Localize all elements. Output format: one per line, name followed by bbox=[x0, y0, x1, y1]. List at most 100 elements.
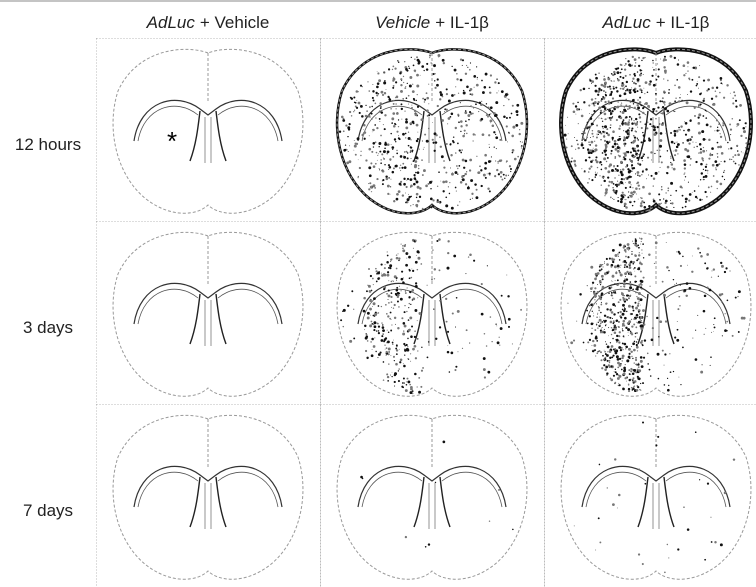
lesion-dot bbox=[733, 458, 735, 460]
lesion-dot bbox=[622, 355, 625, 358]
lesion-dot bbox=[391, 117, 394, 120]
lesion-dot bbox=[631, 319, 632, 320]
lesion-dot bbox=[630, 101, 632, 103]
lesion-dot bbox=[723, 97, 725, 99]
lesion-dot bbox=[608, 327, 609, 328]
lesion-dot bbox=[637, 154, 638, 155]
lesion-dot bbox=[617, 79, 619, 81]
lesion-dot bbox=[629, 353, 631, 355]
lesion-dot bbox=[702, 150, 705, 153]
lesion-dot bbox=[364, 131, 366, 133]
lesion-dot bbox=[605, 92, 606, 93]
lesion-dot bbox=[720, 262, 722, 264]
lesion-dot bbox=[623, 282, 626, 285]
lesion-dot bbox=[642, 344, 643, 345]
lesion-dot bbox=[591, 80, 594, 83]
lesion-dot bbox=[613, 199, 614, 200]
lesion-dot bbox=[367, 285, 368, 286]
lesion-dot bbox=[393, 77, 394, 78]
lesion-dot bbox=[688, 200, 690, 202]
lesion-dot bbox=[592, 130, 593, 131]
lesion-dot bbox=[644, 123, 646, 125]
lesion-dot bbox=[451, 207, 454, 210]
lesion-dot bbox=[628, 127, 630, 129]
lesion-dot bbox=[459, 201, 460, 202]
lesion-dot bbox=[394, 317, 396, 319]
lesion-dot bbox=[699, 93, 701, 95]
header-text: + IL-1β bbox=[435, 13, 489, 32]
lesion-dot bbox=[403, 178, 405, 180]
lesion-dot bbox=[643, 139, 646, 142]
lesion-dot bbox=[702, 100, 704, 102]
lesion-dot bbox=[660, 132, 663, 135]
lesion-dot bbox=[706, 253, 709, 256]
lesion-dot bbox=[723, 172, 724, 173]
lesion-dot bbox=[592, 136, 593, 137]
lesion-dot bbox=[390, 312, 392, 314]
lesion-dot bbox=[394, 304, 396, 306]
lesion-dot bbox=[676, 146, 679, 149]
lesion-dot bbox=[618, 128, 620, 130]
lesion-dot bbox=[381, 91, 384, 94]
lesion-dot bbox=[416, 255, 417, 256]
lesion-dot bbox=[592, 311, 593, 312]
lesion-dot bbox=[661, 161, 663, 163]
lesion-dot bbox=[590, 304, 593, 307]
lesion-dot bbox=[656, 317, 658, 319]
lesion-dot bbox=[598, 107, 601, 110]
lesion-dot bbox=[407, 358, 408, 359]
lesion-dot bbox=[404, 61, 405, 62]
lesion-dot bbox=[610, 378, 611, 379]
lesion-dot bbox=[601, 292, 604, 295]
lesion-dot bbox=[622, 121, 624, 123]
lesion-dot bbox=[637, 369, 639, 371]
lesion-dot bbox=[674, 284, 675, 285]
lesion-dot bbox=[381, 103, 383, 105]
lesion-dot bbox=[688, 77, 690, 79]
lesion-dot bbox=[635, 130, 637, 132]
lesion-dot bbox=[446, 88, 448, 90]
lesion-dot bbox=[409, 67, 411, 69]
lesion-dot bbox=[725, 267, 727, 269]
lesion-dot bbox=[743, 130, 746, 133]
lesion-dot bbox=[589, 113, 590, 114]
lesion-dot bbox=[506, 275, 507, 276]
lesion-dot bbox=[375, 351, 376, 352]
lesion-dot bbox=[484, 154, 487, 157]
lesion-dot bbox=[395, 103, 396, 104]
lesion-dot bbox=[614, 350, 616, 352]
lesion-dot bbox=[641, 127, 643, 129]
lesion-dot bbox=[607, 346, 610, 349]
lesion-dot bbox=[343, 130, 345, 132]
lesion-dot bbox=[624, 264, 627, 267]
lesion-dot bbox=[610, 153, 612, 155]
lesion-dot bbox=[608, 135, 609, 136]
lesion-dot bbox=[443, 441, 446, 444]
lesion-dot bbox=[622, 168, 624, 170]
lesion-dot bbox=[634, 254, 637, 257]
lesion-dot bbox=[489, 114, 491, 116]
lesion-dot bbox=[489, 147, 490, 148]
lesion-dot bbox=[381, 335, 383, 337]
lesion-dot bbox=[396, 131, 398, 133]
lesion-dot bbox=[456, 165, 458, 167]
lesion-dot bbox=[595, 144, 597, 146]
lesion-dot bbox=[675, 190, 677, 192]
lesion-dot bbox=[624, 87, 625, 88]
lesion-dot bbox=[398, 370, 399, 371]
lesion-dot bbox=[388, 294, 391, 297]
lesion-dot bbox=[632, 147, 634, 149]
lesion-dot bbox=[611, 334, 613, 336]
lesion-dot bbox=[461, 149, 463, 151]
lesion-dot bbox=[485, 177, 487, 179]
lesion-dot bbox=[399, 167, 401, 169]
lesion-dot bbox=[565, 146, 567, 148]
lesion-dot bbox=[416, 56, 418, 58]
lesion-dot bbox=[735, 297, 737, 299]
lesion-dot bbox=[463, 91, 466, 94]
lesion-dot bbox=[343, 326, 344, 327]
lesion-dot bbox=[620, 117, 623, 120]
lesion-dot bbox=[483, 174, 486, 177]
lesion-dot bbox=[620, 274, 623, 277]
lesion-dot bbox=[662, 97, 664, 99]
